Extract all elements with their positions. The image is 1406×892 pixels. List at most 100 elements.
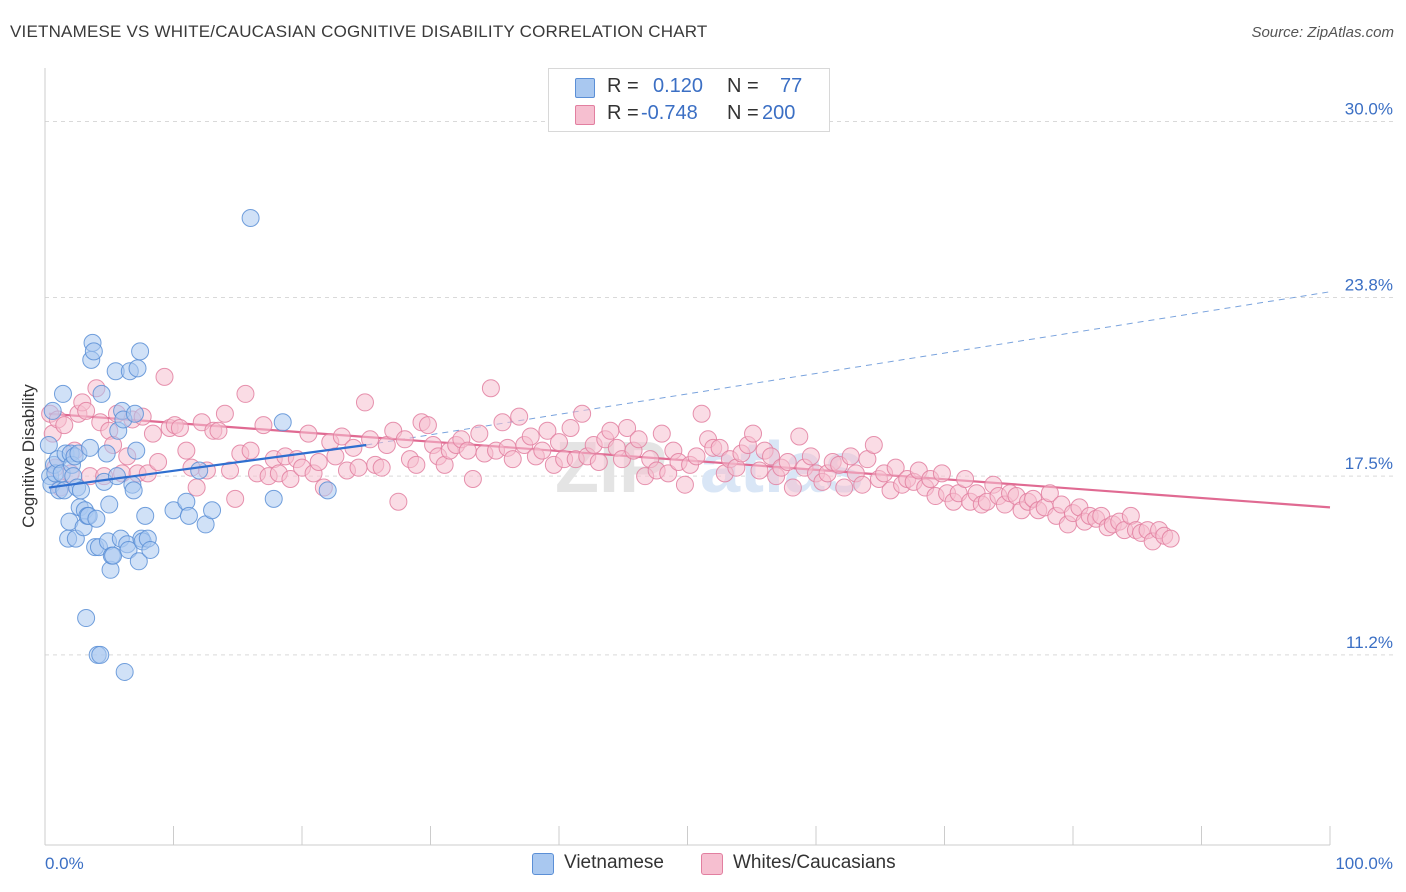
tick-labels: 11.2% 17.5% 23.8% 30.0% 0.0% 100.0%	[45, 100, 1393, 873]
data-point	[318, 481, 337, 500]
data-point	[629, 430, 648, 449]
data-point	[503, 450, 522, 469]
y-tick-label: 30.0%	[1345, 100, 1393, 119]
data-point	[124, 481, 143, 500]
bottom-legend-swatch-vietnamese	[532, 853, 554, 875]
data-point	[84, 342, 103, 361]
y-axis-label: Cognitive Disability	[19, 384, 38, 528]
data-point	[326, 447, 345, 466]
source-label: Source: ZipAtlas.com	[1251, 24, 1394, 41]
bottom-legend-label-vietnamese: Vietnamese	[564, 852, 664, 873]
bottom-legend-swatch-whites	[701, 853, 723, 875]
data-point	[521, 427, 540, 446]
data-point	[458, 441, 477, 460]
data-point	[510, 407, 529, 426]
data-point	[533, 441, 552, 460]
y-tick-label: 17.5%	[1345, 454, 1393, 473]
data-point	[372, 458, 391, 477]
legend-r-value: 0.120	[653, 75, 704, 97]
data-point	[618, 418, 637, 437]
legend-r-label: R =	[607, 102, 639, 124]
data-point	[80, 438, 99, 457]
data-point	[561, 418, 580, 437]
data-point	[864, 435, 883, 454]
data-point	[573, 404, 592, 423]
data-point	[550, 433, 568, 452]
data-point	[1040, 484, 1059, 503]
data-point	[692, 404, 711, 423]
data-point	[652, 424, 671, 443]
data-point	[254, 416, 273, 435]
data-point	[418, 416, 437, 435]
data-point	[299, 424, 318, 443]
x-tick-label: 100.0%	[1335, 854, 1393, 873]
data-point	[129, 552, 148, 571]
data-point	[835, 478, 854, 497]
data-point	[100, 495, 119, 514]
data-point	[87, 509, 106, 528]
data-point	[141, 540, 160, 559]
series-vietnamese	[39, 209, 337, 681]
data-point	[407, 455, 426, 474]
data-point	[273, 413, 292, 432]
data-point	[155, 367, 174, 386]
data-point	[104, 546, 123, 565]
data-point	[77, 401, 96, 420]
data-point	[226, 489, 245, 508]
data-point	[55, 416, 74, 435]
data-point	[886, 458, 905, 477]
data-point	[203, 501, 222, 520]
data-point	[128, 359, 147, 378]
data-point	[349, 458, 368, 477]
data-point	[236, 384, 255, 403]
trend-line-vietnamese	[48, 443, 367, 489]
data-point	[177, 441, 196, 460]
legend-n-label: N =	[727, 75, 759, 97]
data-point	[119, 540, 138, 559]
legend-r-value: -0.748	[641, 102, 698, 124]
data-point	[221, 461, 240, 480]
data-point	[853, 475, 872, 494]
data-point	[190, 461, 209, 480]
data-point	[264, 489, 283, 508]
chart-title: VIETNAMESE VS WHITE/CAUCASIAN COGNITIVE …	[10, 22, 708, 41]
data-point	[589, 453, 608, 471]
legend-row-whites: R = -0.748 N = 200	[549, 102, 829, 128]
data-point	[91, 645, 110, 664]
data-point	[179, 506, 198, 525]
y-tick-label: 11.2%	[1346, 633, 1393, 652]
y-tick-label: 23.8%	[1345, 275, 1393, 294]
data-point	[92, 384, 111, 403]
data-point	[136, 506, 155, 525]
x-tick-label: 0.0%	[45, 854, 84, 873]
data-point	[115, 662, 134, 681]
data-point	[389, 492, 408, 511]
data-point	[209, 421, 228, 440]
data-point	[53, 384, 72, 403]
data-point	[71, 481, 90, 500]
data-point	[143, 424, 162, 443]
data-point	[956, 470, 975, 489]
data-point	[170, 418, 189, 437]
data-point	[332, 427, 351, 446]
data-point	[659, 464, 678, 483]
data-point	[710, 438, 729, 457]
data-point	[481, 379, 500, 398]
data-point	[97, 444, 116, 463]
data-point	[149, 453, 168, 471]
data-point	[778, 453, 797, 471]
data-point	[43, 401, 62, 420]
legend-n-value: 77	[780, 75, 803, 97]
legend: R = 0.120 N = 77 R = -0.748 N = 200	[548, 68, 830, 132]
data-point	[687, 447, 706, 466]
data-point	[538, 421, 557, 440]
data-point	[1161, 529, 1180, 548]
data-point	[77, 609, 96, 628]
data-point	[493, 413, 512, 432]
data-point	[127, 441, 146, 460]
data-point	[395, 430, 414, 449]
legend-swatch-vietnamese	[575, 78, 595, 98]
data-point	[215, 404, 234, 423]
data-point	[281, 470, 300, 489]
